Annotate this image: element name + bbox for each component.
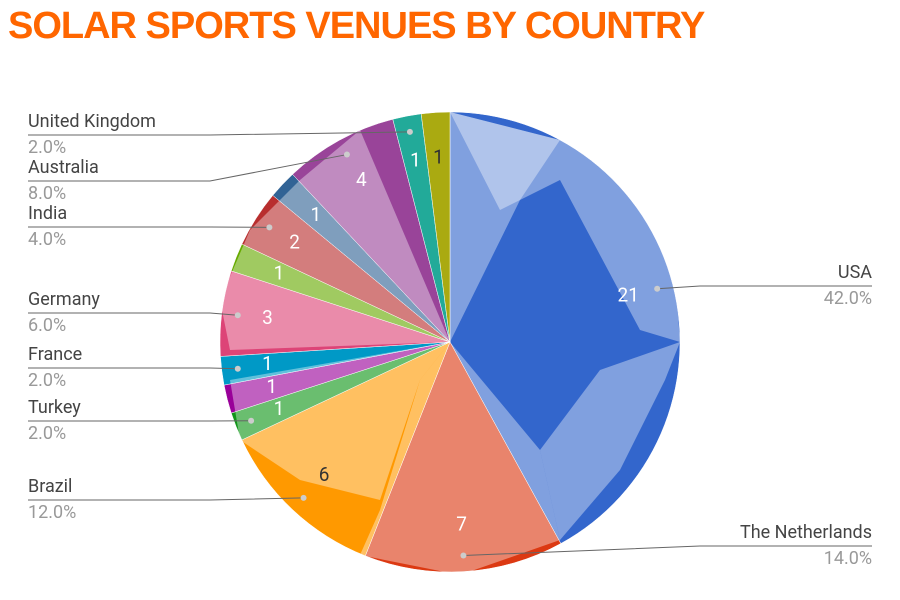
- category-label: Australia: [28, 157, 99, 178]
- category-label: United Kingdom: [28, 111, 156, 132]
- percent-label: 42.0%: [824, 288, 872, 309]
- percent-label: 12.0%: [28, 502, 76, 523]
- data-label: 3: [262, 306, 273, 329]
- leader-dot: [654, 285, 661, 292]
- category-label: USA: [838, 262, 872, 283]
- category-label: France: [28, 344, 82, 365]
- leader-line: [28, 367, 238, 370]
- category-label: India: [28, 203, 67, 224]
- leader-dot: [460, 552, 467, 559]
- category-label: The Netherlands: [740, 522, 872, 543]
- leader-line: [463, 545, 872, 556]
- category-label: Germany: [28, 289, 100, 310]
- leader-line: [28, 312, 238, 316]
- percent-label: 2.0%: [28, 370, 66, 391]
- data-label: 1: [262, 352, 273, 375]
- data-label: 1: [433, 145, 444, 168]
- data-label: 1: [266, 375, 277, 398]
- category-label: Brazil: [28, 476, 72, 497]
- leader-line: [28, 131, 410, 136]
- data-label: 21: [618, 283, 639, 306]
- leader-line: [28, 154, 348, 182]
- leader-dot: [234, 312, 241, 319]
- percent-label: 14.0%: [824, 548, 872, 569]
- slice: [241, 341, 451, 557]
- data-label: 1: [410, 148, 421, 171]
- pie: [219, 111, 681, 573]
- leader-line: [657, 285, 872, 290]
- chart-title: SOLAR SPORTS VENUES BY COUNTRY: [8, 5, 705, 47]
- percent-label: 8.0%: [28, 183, 66, 204]
- slice: [292, 118, 451, 343]
- leader-dot: [248, 417, 255, 424]
- percent-label: 6.0%: [28, 315, 66, 336]
- data-label: 2: [289, 230, 300, 253]
- percent-label: 2.0%: [28, 423, 66, 444]
- leader-dot: [266, 224, 273, 231]
- data-label: 1: [274, 261, 285, 284]
- leader-dot: [406, 128, 413, 135]
- data-label: 7: [456, 513, 467, 536]
- data-label: 1: [311, 203, 322, 226]
- data-label: 6: [319, 463, 330, 486]
- leader-dot: [300, 494, 307, 501]
- leader-dot: [234, 365, 241, 372]
- leader-line: [28, 497, 304, 501]
- data-label: 1: [274, 397, 285, 420]
- leader-dot: [343, 151, 350, 158]
- slice: [420, 111, 451, 343]
- percent-label: 4.0%: [28, 229, 66, 250]
- slice: [449, 111, 681, 544]
- slice: [365, 341, 562, 573]
- data-label: 4: [356, 168, 367, 191]
- category-label: Turkey: [28, 397, 81, 418]
- percent-label: 2.0%: [28, 137, 66, 158]
